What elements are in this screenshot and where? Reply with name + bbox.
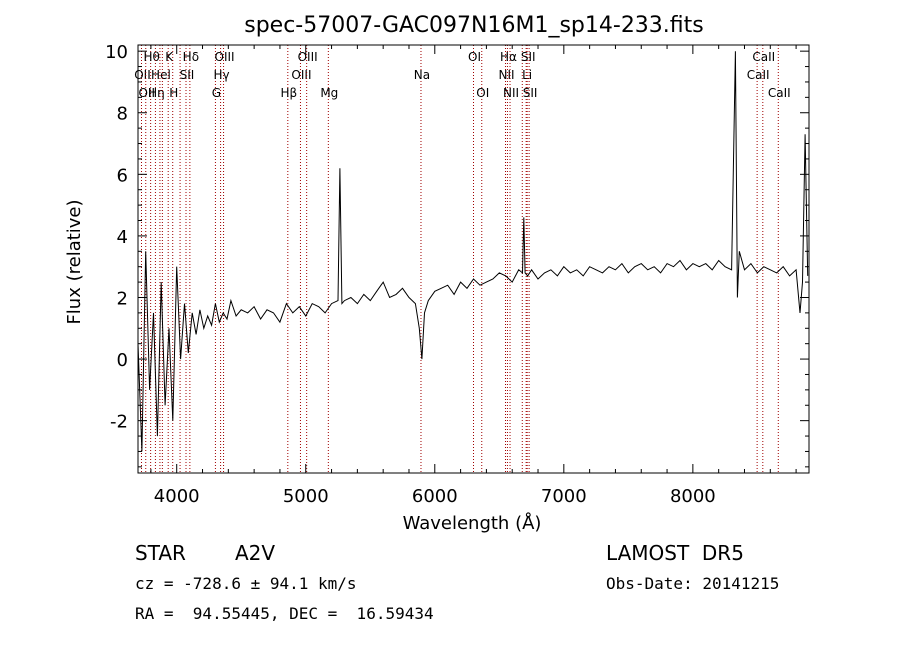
y-axis: -2 0 2 4 6 8 10 [105,42,809,468]
object-class: STAR [135,541,186,565]
line-marker-label: Hβ [280,86,297,100]
line-marker-label: NII [503,86,519,100]
plot-frame [137,44,810,474]
y-tick-label: 8 [117,104,128,125]
line-marker-label: G [212,86,221,100]
line-marker-label: SII [180,68,195,82]
line-marker-label: H [169,86,178,100]
line-marker-label: OII [134,68,151,82]
x-tick-label: 8000 [670,486,716,507]
line-marker-label: OIII [298,50,318,64]
y-tick-label: -2 [110,412,128,433]
y-axis-label: Flux (relative) [64,199,85,324]
spectrum-line [137,51,809,452]
line-marker-label: Hη [148,86,165,100]
line-marker-label: CaII [768,86,791,100]
chart-title: spec-57007-GAC097N16M1_sp14-233.fits [244,13,704,38]
line-marker-label: K [165,50,174,64]
line-marker-label: CaII [747,68,770,82]
x-axis-label: Wavelength (Å) [403,512,542,534]
spectral-subclass: A2V [235,541,276,565]
y-tick-label: 0 [117,350,128,371]
line-marker-label: Na [414,68,430,82]
line-marker-label: SII [521,50,536,64]
line-marker-label: Hδ [183,50,199,64]
y-tick-label: 4 [117,227,128,248]
line-marker-label: OIII [291,68,311,82]
line-marker-label: OI [468,50,481,64]
y-tick-label: 2 [117,288,128,309]
x-axis: 4000 5000 6000 7000 8000 [150,45,797,507]
line-marker-label: Hα [500,50,517,64]
observation-date: Obs-Date: 20141215 [606,574,780,593]
y-tick-label: 6 [117,165,128,186]
line-marker-label: NII [498,68,514,82]
coordinates: RA = 94.55445, DEC = 16.59434 [135,604,434,623]
line-marker-label: OI [476,86,489,100]
x-tick-label: 4000 [154,486,200,507]
line-markers: OIIOIIHθHηHelKHSIIHδGHγOIIIHβOIIIOIIIMgN… [134,45,791,473]
x-tick-label: 7000 [541,486,587,507]
line-marker-label: Hγ [214,68,230,82]
x-tick-label: 5000 [283,486,329,507]
x-tick-label: 6000 [412,486,458,507]
line-marker-label: Hel [151,68,171,82]
line-marker-label: Mg [320,86,338,100]
line-marker-label: OIII [215,50,235,64]
line-marker-label: SII [523,86,538,100]
line-marker-label: CaII [752,50,775,64]
survey-name: LAMOST DR5 [606,541,744,565]
redshift-velocity: cz = -728.6 ± 94.1 km/s [135,574,357,593]
y-tick-label: 10 [105,42,128,63]
line-marker-label: Hθ [143,50,159,64]
